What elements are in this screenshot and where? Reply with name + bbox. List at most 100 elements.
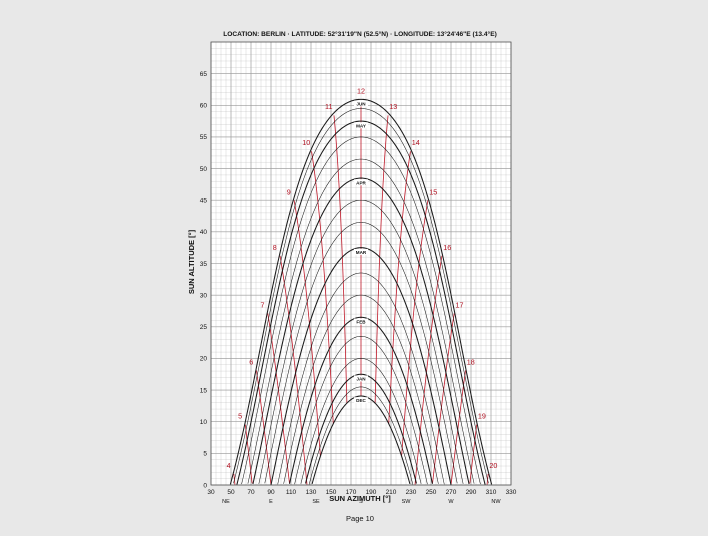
y-tick-label: 30: [200, 292, 208, 299]
hour-line: [333, 115, 348, 404]
y-tick-label: 60: [200, 103, 208, 110]
compass-label: SE: [312, 499, 320, 505]
hour-label: 9: [287, 187, 291, 196]
compass-label: W: [448, 499, 454, 505]
hour-label: 17: [455, 301, 463, 310]
x-tick-label: 330: [506, 489, 517, 496]
hour-label: 18: [467, 358, 475, 367]
month-label-bg: [354, 318, 368, 325]
x-tick-label: 50: [227, 489, 235, 496]
declination-curve: [252, 177, 470, 485]
x-tick-label: 70: [247, 489, 255, 496]
compass-label: SW: [402, 499, 412, 505]
x-tick-label: 130: [306, 489, 317, 496]
hour-label: 12: [357, 86, 365, 95]
month-label: JAN: [356, 376, 366, 381]
compass-label: NE: [222, 499, 230, 505]
y-tick-label: 5: [203, 451, 207, 458]
x-tick-label: 210: [386, 489, 397, 496]
month-label-bg: [354, 100, 368, 107]
declination-curve: [270, 247, 452, 486]
declination-curve: [283, 294, 439, 484]
y-tick-label: 55: [200, 134, 208, 141]
hour-line: [469, 424, 478, 484]
declination-curve: [236, 120, 486, 485]
hour-label: 11: [325, 102, 332, 111]
month-label: APR: [356, 180, 366, 185]
month-label-bg: [354, 179, 368, 186]
x-tick-label: 150: [326, 489, 337, 496]
month-label: MAR: [356, 250, 367, 255]
compass-label: NW: [491, 499, 501, 505]
declination-curve: [289, 316, 433, 484]
y-tick-label: 65: [200, 71, 208, 78]
declination-curves: [229, 98, 493, 486]
declination-curve: [233, 108, 489, 484]
hour-label: 19: [478, 412, 486, 421]
month-label: MAY: [356, 123, 366, 128]
y-tick-label: 45: [200, 198, 208, 205]
x-tick-label: 230: [406, 489, 417, 496]
x-tick-label: 90: [267, 489, 275, 496]
x-tick-label: 290: [466, 489, 477, 496]
y-tick-label: 25: [200, 324, 208, 331]
hour-line: [388, 151, 411, 424]
declination-curve: [247, 158, 475, 484]
hour-line: [279, 255, 308, 485]
page-number: Page 10: [346, 514, 374, 523]
hour-line: [311, 151, 334, 424]
month-label: DEC: [356, 398, 366, 403]
hour-label: 15: [429, 187, 437, 196]
month-label-bg: [354, 248, 368, 255]
hour-label: 7: [261, 301, 265, 310]
hour-label: 20: [489, 461, 497, 470]
hour-label: 13: [389, 102, 397, 111]
hour-label: 8: [273, 243, 277, 252]
month-labels: JUN MAY APR MAR FEB JAN DEC: [354, 100, 368, 404]
x-tick-label: 270: [446, 489, 457, 496]
y-tick-label: 10: [200, 419, 208, 426]
x-tick-label: 110: [286, 489, 297, 496]
y-tick-label: 50: [200, 166, 208, 173]
x-tick-label: 250: [426, 489, 437, 496]
declination-curve: [258, 199, 464, 485]
declination-curve: [241, 136, 481, 485]
declination-curve: [277, 272, 445, 485]
y-tick-labels: 0 5 10 15 20 25 30 35 40 45 50 55 60 65: [200, 71, 208, 489]
month-label: JUN: [356, 102, 366, 107]
month-label: FEB: [356, 319, 366, 324]
x-tick-label: 170: [346, 489, 357, 496]
hour-labels: 4 5 6 7 8 9 10 11 12 13 14 15 16 17 18 19 20: [227, 86, 498, 469]
x-tick-labels: 30 50 70 90 110 130 150 170 190 210 230 250 270 290 31…: [207, 489, 516, 496]
compass-label: S: [359, 499, 363, 505]
x-tick-label: 30: [207, 489, 215, 496]
hour-line: [414, 255, 443, 485]
x-axis-label: SUN AZIMUTH [°]: [329, 494, 391, 503]
hour-label: 14: [412, 138, 420, 147]
declination-curve: [264, 222, 458, 484]
hour-label: 6: [249, 358, 253, 367]
month-label-bg: [354, 375, 368, 382]
declination-curve: [308, 386, 414, 485]
y-axis-label: SUN ALTITUDE [°]: [187, 229, 196, 294]
month-label-bg: [354, 397, 368, 404]
month-label-bg: [354, 122, 368, 129]
declination-curve: [300, 358, 422, 484]
y-tick-label: 40: [200, 229, 208, 236]
declination-curve: [229, 98, 493, 485]
hour-label: 5: [238, 412, 242, 421]
declination-curve: [305, 373, 417, 484]
y-tick-label: 20: [200, 356, 208, 363]
x-tick-label: 190: [366, 489, 377, 496]
compass-label: E: [269, 499, 273, 505]
hour-line: [244, 424, 253, 484]
declination-curve: [294, 336, 428, 485]
y-tick-label: 15: [200, 387, 208, 394]
declination-curve: [311, 395, 411, 484]
hour-line: [374, 115, 389, 404]
plot-frame: [210, 41, 512, 486]
compass-labels: NE E SE S SW W NW: [222, 499, 501, 505]
y-tick-label: 35: [200, 261, 208, 268]
